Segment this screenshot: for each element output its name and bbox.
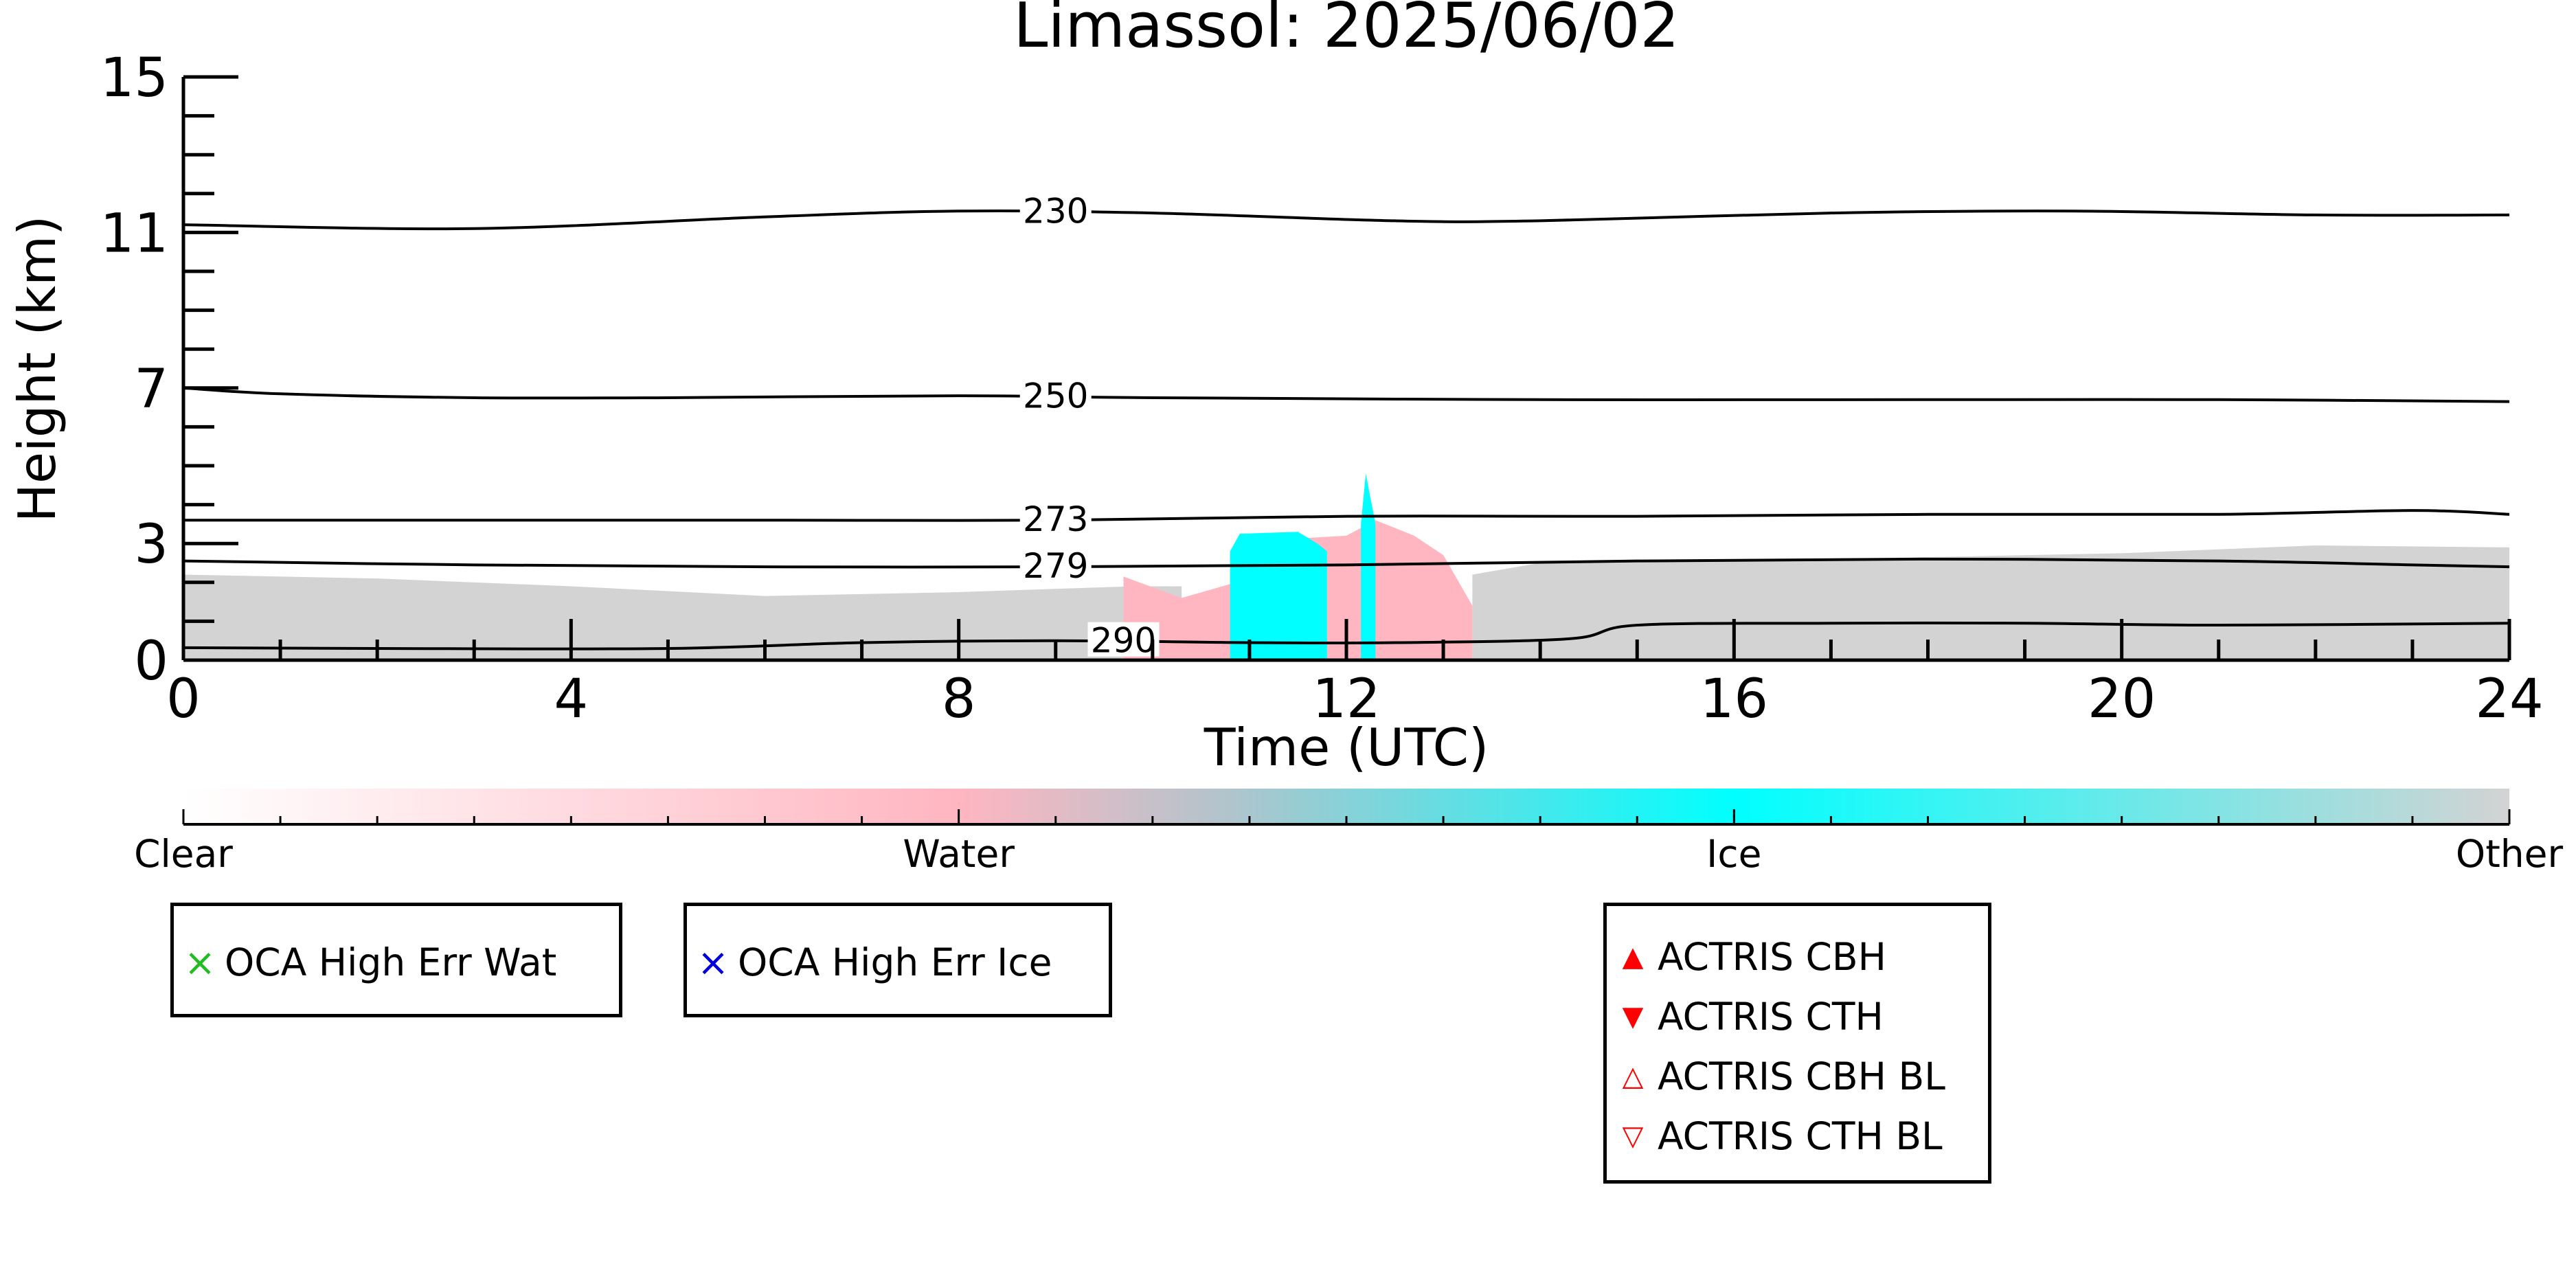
x-axis-label: Time (UTC) — [1204, 717, 1489, 778]
x-tick-label: 16 — [1700, 668, 1768, 730]
contour-label-290: 290 — [1091, 621, 1156, 661]
legend-actris: ▲ ACTRIS CBH ▼ ACTRIS CTH △ ACTRIS CBH B… — [1603, 903, 1991, 1184]
y-axis-label: Height (km) — [7, 216, 67, 523]
contour-line-230 — [183, 209, 2509, 231]
contour-label-bg — [1019, 192, 1092, 227]
colorbar-label-other: Other — [2456, 832, 2564, 876]
triangle-up-filled-icon: ▲ — [1622, 941, 1644, 973]
colorbar-label-ice: Ice — [1706, 832, 1761, 876]
colorbar-label-clear: Clear — [134, 832, 233, 876]
x-tick-label: 4 — [554, 668, 589, 730]
triangle-down-outline-icon: ▽ — [1622, 1120, 1644, 1152]
contour-label-bg — [1019, 501, 1092, 536]
colorbar-label-water: Water — [903, 832, 1015, 876]
legend-actris-cbh-bl-label: ACTRIS CBH BL — [1658, 1054, 1945, 1098]
x-marker-icon: × — [183, 940, 216, 984]
cloud-region-other — [183, 545, 2509, 660]
cloud-region-ice — [1230, 532, 1327, 660]
y-tick-label: 11 — [100, 203, 168, 264]
y-tick-label: 15 — [100, 47, 168, 109]
x-tick-label: 20 — [2088, 668, 2156, 730]
chart-title: Limassol: 2025/06/02 — [1013, 0, 1679, 62]
x-marker-icon: × — [697, 940, 730, 984]
contour-label-bg — [1087, 622, 1160, 657]
y-tick-label: 7 — [134, 359, 168, 420]
triangle-up-outline-icon: △ — [1622, 1061, 1644, 1092]
x-tick-label: 8 — [942, 668, 976, 730]
axes: 0 3 7 11 15 0 4 8 12 16 20 24 — [100, 47, 2544, 730]
contour-line-290 — [183, 621, 2509, 651]
legend-oca-ice-label: OCA High Err Ice — [738, 940, 1052, 984]
colorbar-ticks: Clear Water Ice Other — [134, 809, 2563, 876]
legend-oca-water: × OCA High Err Wat — [170, 903, 622, 1017]
x-tick-label: 12 — [1312, 668, 1380, 730]
legend-oca-water-label: OCA High Err Wat — [225, 940, 557, 984]
contour-label-bg — [1019, 377, 1092, 412]
x-tick-label: 0 — [166, 668, 201, 730]
legend-actris-cth-label: ACTRIS CTH — [1658, 995, 1884, 1039]
contour-label-279: 279 — [1023, 546, 1088, 586]
legend-actris-cbh-label: ACTRIS CBH — [1658, 935, 1886, 979]
plot-area — [183, 209, 2509, 660]
triangle-down-filled-icon: ▼ — [1622, 1001, 1644, 1032]
y-tick-label: 0 — [134, 631, 168, 692]
contour-label-bg — [1019, 547, 1092, 583]
cloud-region-ice — [1361, 473, 1376, 660]
y-tick-label: 3 — [134, 514, 168, 576]
contour-line-273 — [183, 509, 2509, 522]
x-tick-label: 24 — [2475, 668, 2543, 730]
legend-oca-ice: × OCA High Err Ice — [683, 903, 1112, 1017]
contour-label-230: 230 — [1023, 192, 1088, 231]
contour-line-250 — [183, 386, 2509, 403]
contour-line-279 — [183, 557, 2509, 569]
legend-actris-cth-bl-label: ACTRIS CTH BL — [1658, 1114, 1943, 1158]
contour-label-250: 250 — [1023, 376, 1088, 416]
contour-label-273: 273 — [1023, 499, 1088, 539]
temperature-contours — [183, 209, 2509, 651]
